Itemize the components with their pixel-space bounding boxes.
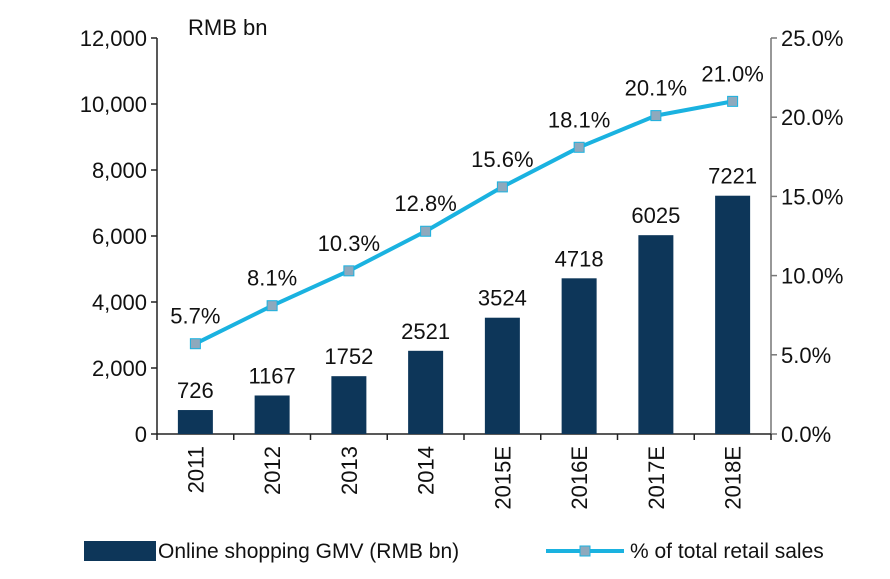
gmv-bar — [638, 235, 674, 434]
retail-share-marker — [420, 225, 432, 237]
gmv-bar — [715, 195, 751, 434]
gmv-bar-value-label: 6025 — [631, 203, 680, 228]
gmv-bar-value-label: 1167 — [248, 363, 295, 388]
x-axis-category-label: 2011 — [183, 446, 208, 493]
right-axis-tick-label: 25.0% — [781, 26, 843, 51]
retail-share-value-label: 21.0% — [701, 61, 763, 86]
left-axis-tick-label: 0 — [135, 422, 147, 447]
gmv-bar — [408, 350, 444, 434]
left-axis-tick-label: 6,000 — [92, 224, 147, 249]
right-axis-tick-label: 20.0% — [781, 105, 843, 130]
retail-share-marker — [189, 338, 201, 350]
legend-line-marker — [579, 545, 591, 557]
left-axis-unit-label: RMB bn — [188, 15, 267, 40]
retail-share-marker — [727, 95, 739, 107]
left-axis-tick-label: 4,000 — [92, 290, 147, 315]
retail-share-marker — [266, 300, 278, 312]
retail-share-value-label: 18.1% — [548, 107, 610, 132]
retail-share-value-label: 10.3% — [318, 231, 380, 256]
retail-share-value-label: 20.1% — [625, 76, 687, 101]
legend: Online shopping GMV (RMB bn) % of total … — [84, 540, 824, 563]
retail-share-value-label: 12.8% — [394, 191, 456, 216]
gmv-bar — [331, 376, 367, 434]
gmv-bar-value-label: 3524 — [478, 286, 527, 311]
retail-share-value-label: 5.7% — [170, 304, 220, 329]
gmv-bar — [254, 395, 290, 434]
x-axis-category-label: 2014 — [414, 446, 439, 495]
x-axis-category-label: 2017E — [644, 446, 669, 510]
left-axis-tick-label: 8,000 — [92, 158, 147, 183]
x-axis-category-label: 2018E — [721, 446, 746, 510]
gmv-bar-value-label: 4718 — [555, 246, 604, 271]
left-axis-tick-label: 2,000 — [92, 356, 147, 381]
retail-share-value-label: 15.6% — [471, 147, 533, 172]
gmv-bar-value-label: 726 — [177, 378, 214, 403]
retail-share-marker — [343, 265, 355, 277]
retail-share-value-label: 8.1% — [247, 266, 297, 291]
retail-share-line — [194, 99, 733, 346]
bars — [177, 195, 751, 434]
gmv-bar-value-label: 1752 — [324, 344, 373, 369]
right-axis-tick-label: 10.0% — [781, 264, 843, 289]
x-axis-category-label: 2016E — [567, 446, 592, 510]
left-axis-tick-label: 10,000 — [80, 92, 147, 117]
legend-bar-swatch — [84, 541, 156, 561]
x-axis-category-label: 2012 — [260, 446, 285, 495]
x-axis-category-label: 2015E — [490, 446, 515, 510]
right-axis-tick-label: 5.0% — [781, 343, 831, 368]
data-labels: 726 1167 1752 2521 3524 4718 6025 7221 5.7% 8.1% 1… — [170, 61, 764, 403]
axes: 0 2,000 4,000 6,000 8,000 10,000 12,000 0.0% 5.0… — [80, 26, 844, 510]
gmv-bar — [177, 410, 213, 434]
right-axis-tick-label: 15.0% — [781, 184, 843, 209]
gmv-bar — [561, 278, 597, 434]
gmv-bar — [484, 317, 520, 434]
retail-share-marker — [573, 141, 585, 153]
gmv-bar-value-label: 2521 — [401, 319, 450, 344]
x-axis-category-label: 2013 — [337, 446, 362, 495]
left-axis-tick-label: 12,000 — [80, 26, 147, 51]
line-series — [189, 95, 739, 350]
retail-share-marker — [496, 181, 508, 193]
legend-line-label: % of total retail sales — [630, 540, 824, 563]
legend-bar-label: Online shopping GMV (RMB bn) — [158, 540, 459, 563]
right-axis-tick-label: 0.0% — [781, 422, 831, 447]
retail-share-marker — [650, 110, 662, 122]
gmv-bar-value-label: 7221 — [708, 164, 757, 189]
